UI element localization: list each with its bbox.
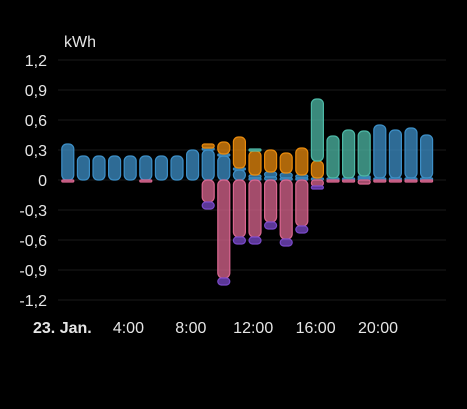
bar-segment [170, 155, 184, 181]
bar-segment [342, 179, 356, 183]
bar-segment [107, 155, 122, 181]
chart-bars [61, 98, 434, 286]
bar-segment [264, 179, 278, 223]
bar-segment [342, 129, 356, 179]
bar-segment [217, 155, 231, 181]
bar-segment [326, 179, 340, 183]
y-tick-label: -0,3 [19, 203, 47, 220]
bar-segment [279, 172, 293, 179]
bar-segment [404, 179, 418, 183]
bar-segment [357, 179, 371, 185]
bar-segment [232, 169, 246, 181]
bar-segment [310, 185, 324, 190]
y-tick-label: 0,9 [25, 83, 47, 100]
bar-segment [279, 238, 293, 247]
bar-segment [310, 98, 324, 162]
bar-segment [232, 136, 246, 169]
bar-segment [388, 129, 402, 179]
bar-segment [123, 155, 137, 181]
y-tick-label: -0,9 [19, 263, 47, 280]
y-tick-label: 0,6 [25, 113, 47, 130]
y-tick-label: 1,2 [25, 53, 47, 70]
bar-segment [264, 149, 278, 173]
bar-segment [404, 127, 418, 179]
x-axis: 23. Jan. 4:00 8:00 12:00 16:00 20:00 [33, 320, 398, 337]
bar-segment [373, 124, 387, 179]
bar-segment [139, 179, 153, 183]
bar-segment [248, 236, 262, 245]
x-tick-label: 23. Jan. [33, 320, 92, 337]
bar-segment [61, 179, 75, 183]
bar-segment [201, 143, 215, 149]
bar-segment [310, 179, 324, 187]
y-tick-label: 0 [38, 173, 47, 190]
bar-segment [279, 179, 293, 240]
bar-segment [217, 179, 231, 279]
y-axis: 1,2 0,9 0,6 0,3 0 -0,3 -0,6 -0,9 -1,2 [19, 53, 47, 310]
bar-segment [139, 155, 153, 181]
bar-segment [420, 134, 434, 179]
bar-segment [264, 221, 278, 230]
x-tick-label: 20:00 [358, 320, 398, 337]
x-tick-label: 4:00 [113, 320, 144, 337]
bar-segment [154, 155, 168, 181]
x-tick-label: 8:00 [175, 320, 206, 337]
bar-segment [201, 179, 215, 203]
y-axis-unit-label: kWh [64, 34, 96, 51]
bar-segment [295, 179, 309, 227]
y-tick-label: -1,2 [19, 293, 47, 310]
bar-segment [295, 147, 309, 176]
bar-segment [232, 179, 246, 238]
bar-segment [264, 171, 278, 178]
x-tick-label: 16:00 [296, 320, 336, 337]
bar-segment [326, 135, 340, 179]
bar-segment [248, 179, 262, 238]
bar-segment [201, 201, 215, 210]
y-tick-label: 0,3 [25, 143, 47, 160]
bar-segment [279, 152, 293, 174]
bar-segment [310, 160, 324, 179]
bar-segment [201, 149, 215, 181]
bar-segment [373, 179, 387, 183]
x-tick-label: 12:00 [233, 320, 273, 337]
bar-segment [295, 225, 309, 234]
bar-segment [217, 141, 231, 155]
y-tick-label: -0,6 [19, 233, 47, 250]
bar-segment [357, 130, 371, 177]
bar-segment [76, 155, 91, 181]
bar-segment [248, 148, 262, 152]
bar-segment [248, 150, 262, 176]
bar-segment [61, 143, 75, 181]
bar-segment [217, 277, 231, 286]
bar-segment [420, 179, 434, 183]
bar-segment [186, 149, 200, 181]
bar-segment [232, 236, 246, 245]
bar-segment [92, 155, 106, 181]
bar-segment [388, 179, 402, 183]
